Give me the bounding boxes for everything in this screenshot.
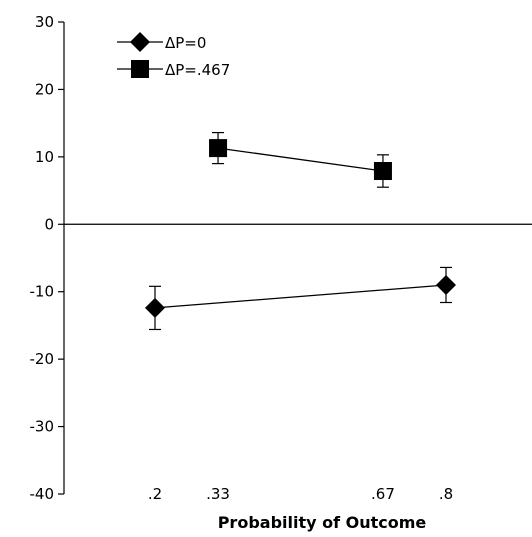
x-axis-title: Probability of Outcome — [218, 513, 427, 532]
series-dp-0 — [145, 266, 456, 331]
legend-marker-square — [131, 60, 149, 78]
legend-marker-diamond — [130, 32, 150, 52]
legend-label: ΔP=0 — [165, 34, 206, 52]
y-tick-label: -30 — [30, 418, 55, 436]
y-axis: 30 20 10 0 -10 -20 -30 -40 — [30, 13, 532, 503]
y-tick-label: 0 — [44, 215, 54, 233]
legend: ΔP=0 ΔP=.467 — [117, 32, 230, 79]
series-layer — [145, 131, 456, 331]
x-axis: .2 .33 .67 .8 — [148, 485, 453, 503]
x-tick-label: .67 — [371, 485, 395, 503]
y-tick-label: -20 — [30, 350, 55, 368]
y-tick-label: -40 — [30, 485, 55, 503]
data-point-diamond — [436, 274, 456, 295]
y-tick-label: 10 — [35, 148, 54, 166]
series-dp-467 — [209, 131, 392, 188]
series-line — [154, 284, 447, 309]
legend-label: ΔP=.467 — [165, 61, 230, 79]
y-tick-label: 20 — [35, 80, 54, 98]
data-point-diamond — [145, 297, 165, 318]
x-tick-label: .33 — [206, 485, 230, 503]
data-point-square — [373, 162, 392, 181]
y-tick-label: 30 — [35, 13, 54, 31]
y-tick-label: -10 — [30, 283, 55, 301]
data-point-square — [209, 139, 228, 158]
x-tick-label: .8 — [439, 485, 453, 503]
series-line — [217, 147, 384, 172]
x-tick-label: .2 — [148, 485, 162, 503]
